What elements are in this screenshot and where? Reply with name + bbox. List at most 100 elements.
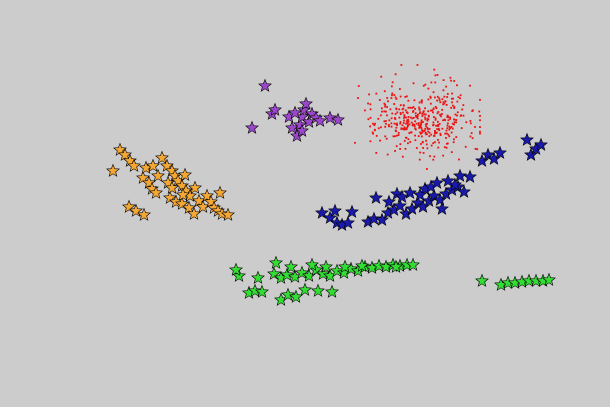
data-point bbox=[452, 138, 455, 141]
data-point bbox=[395, 189, 409, 203]
data-point bbox=[399, 113, 402, 116]
data-point bbox=[401, 124, 404, 127]
data-point bbox=[448, 128, 451, 131]
data-point bbox=[402, 121, 405, 124]
data-point bbox=[430, 133, 433, 136]
data-point bbox=[455, 119, 458, 121]
data-point bbox=[394, 150, 396, 152]
data-point bbox=[462, 114, 465, 117]
data-point bbox=[460, 127, 463, 130]
data-point bbox=[411, 106, 414, 109]
data-point bbox=[422, 130, 425, 133]
data-point bbox=[403, 185, 417, 199]
data-point bbox=[441, 173, 455, 187]
data-point bbox=[221, 207, 235, 221]
data-point bbox=[445, 146, 448, 149]
data-point bbox=[434, 132, 436, 135]
data-point bbox=[453, 107, 456, 110]
data-point bbox=[424, 131, 427, 134]
data-point bbox=[420, 123, 423, 125]
data-point bbox=[422, 121, 424, 123]
data-point bbox=[449, 127, 452, 129]
data-point bbox=[438, 129, 441, 132]
data-point bbox=[414, 112, 417, 115]
data-point bbox=[405, 122, 407, 125]
data-point bbox=[415, 114, 417, 117]
data-point bbox=[443, 146, 446, 149]
data-point bbox=[372, 122, 374, 125]
data-point bbox=[476, 148, 479, 151]
data-point bbox=[386, 106, 388, 108]
data-point bbox=[456, 111, 459, 114]
data-point bbox=[438, 141, 440, 144]
series-4 bbox=[245, 78, 345, 142]
data-point bbox=[432, 111, 434, 114]
data-point bbox=[289, 289, 303, 303]
data-point bbox=[451, 127, 454, 130]
data-point bbox=[457, 96, 460, 99]
data-point bbox=[378, 99, 381, 101]
data-point bbox=[388, 125, 390, 128]
data-point bbox=[323, 210, 337, 224]
data-point bbox=[445, 104, 448, 106]
data-point bbox=[328, 203, 342, 217]
data-point bbox=[441, 98, 444, 101]
data-point bbox=[213, 185, 227, 199]
data-point bbox=[419, 111, 422, 114]
data-point bbox=[436, 112, 439, 115]
data-point bbox=[383, 120, 386, 123]
data-point bbox=[475, 273, 489, 287]
data-point bbox=[427, 130, 430, 133]
data-point bbox=[441, 113, 443, 115]
data-point bbox=[427, 110, 430, 113]
data-point bbox=[407, 116, 410, 118]
data-point bbox=[414, 134, 416, 137]
data-point bbox=[399, 104, 402, 107]
data-point bbox=[409, 131, 412, 134]
data-point bbox=[245, 120, 259, 134]
data-point bbox=[345, 204, 359, 218]
data-point bbox=[453, 80, 456, 82]
data-point bbox=[418, 101, 421, 104]
data-point bbox=[429, 102, 432, 105]
data-point bbox=[295, 123, 309, 137]
data-point bbox=[427, 128, 429, 131]
data-point bbox=[442, 101, 445, 104]
data-point bbox=[404, 147, 407, 150]
data-point bbox=[400, 64, 403, 66]
data-point bbox=[439, 134, 442, 137]
data-point bbox=[106, 163, 120, 177]
data-point bbox=[405, 116, 407, 119]
data-point bbox=[176, 187, 190, 201]
data-point bbox=[446, 96, 449, 98]
data-point bbox=[403, 115, 406, 118]
data-point bbox=[330, 263, 344, 277]
data-point bbox=[449, 116, 451, 119]
data-point bbox=[165, 180, 179, 194]
data-point bbox=[403, 126, 406, 129]
data-point bbox=[420, 121, 423, 124]
data-point bbox=[394, 129, 397, 132]
data-point bbox=[414, 128, 417, 131]
data-point bbox=[251, 270, 265, 284]
data-point bbox=[377, 127, 380, 130]
data-point bbox=[430, 144, 433, 147]
data-point bbox=[418, 108, 421, 111]
data-point bbox=[451, 122, 454, 125]
data-point bbox=[407, 120, 410, 123]
data-point bbox=[426, 168, 428, 170]
data-point bbox=[444, 132, 447, 135]
data-point bbox=[129, 203, 143, 217]
data-point bbox=[393, 103, 396, 105]
data-point bbox=[542, 272, 556, 286]
data-point bbox=[453, 168, 467, 182]
data-point bbox=[149, 185, 163, 199]
data-point bbox=[381, 110, 383, 113]
data-point bbox=[429, 95, 432, 98]
data-point bbox=[390, 117, 393, 120]
chart-marks bbox=[106, 64, 556, 306]
data-point bbox=[429, 109, 432, 112]
data-point bbox=[369, 108, 372, 111]
data-point bbox=[438, 99, 441, 102]
data-point bbox=[433, 68, 436, 71]
